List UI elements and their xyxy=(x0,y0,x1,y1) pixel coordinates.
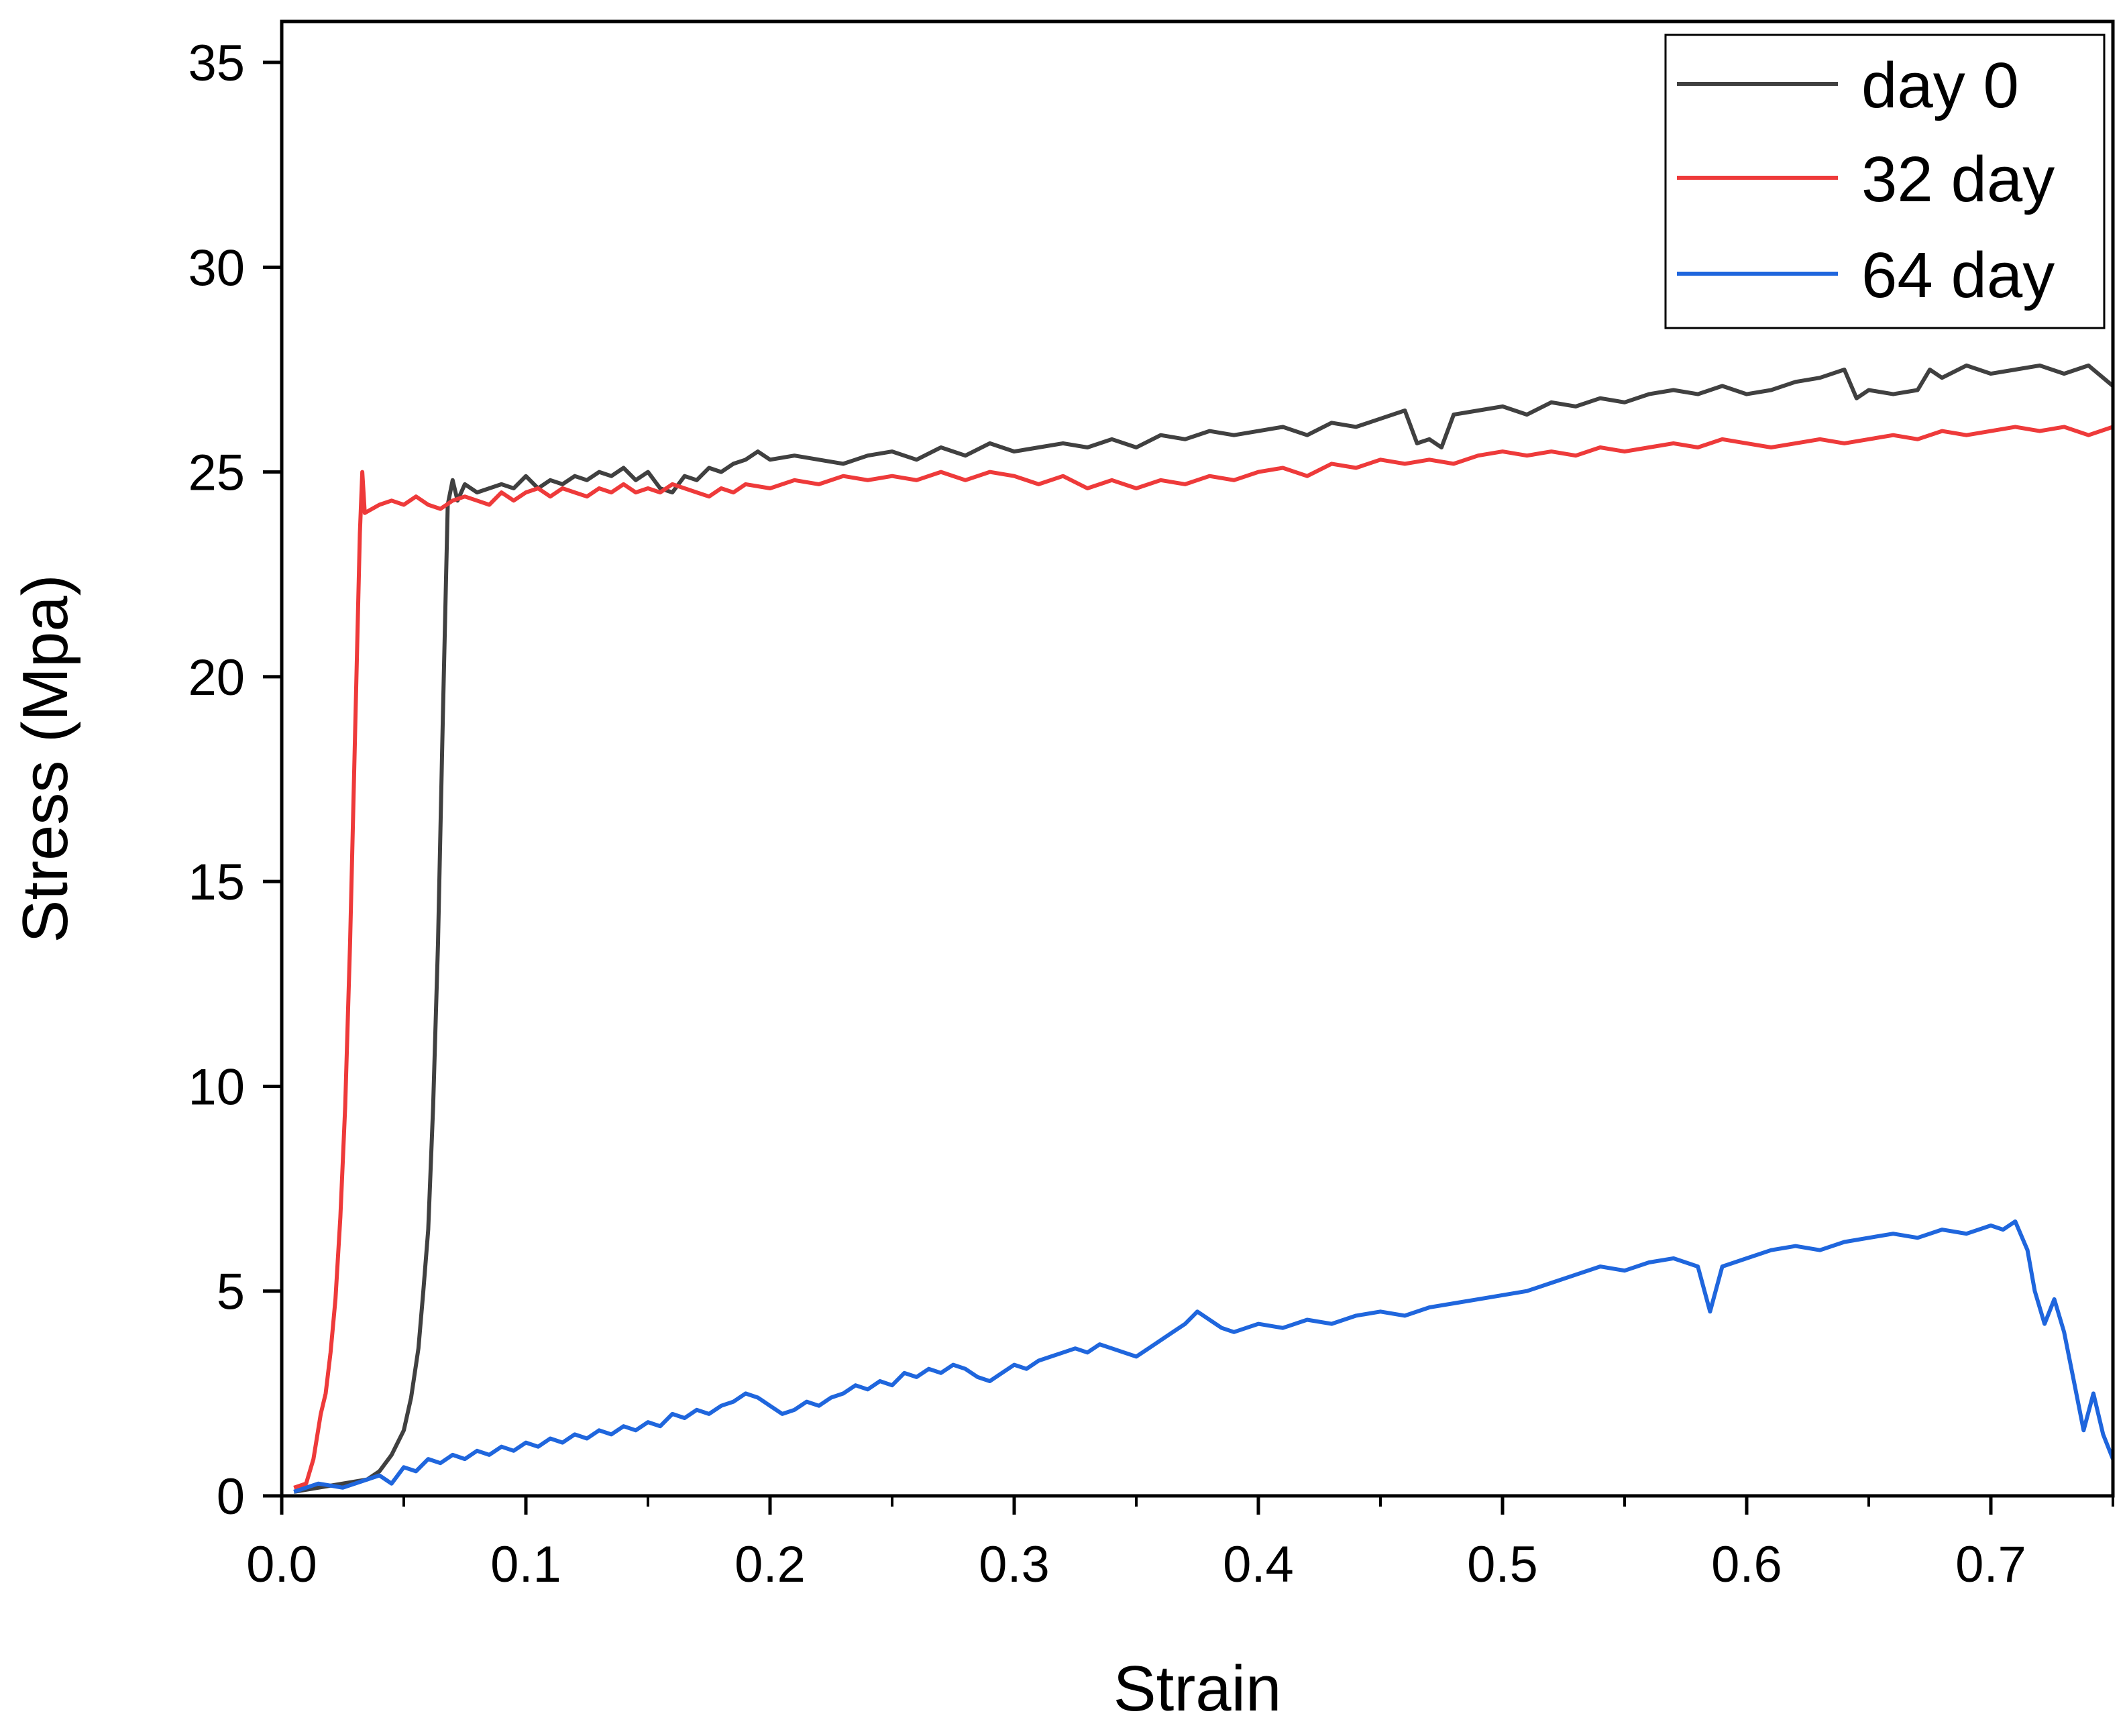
y-axis-ticks: 0 5 10 15 20 25 30 35 xyxy=(188,35,282,1525)
series-layer xyxy=(293,363,2113,1494)
x-tick-label: 0.1 xyxy=(490,1536,561,1593)
x-tick-label: 0.4 xyxy=(1223,1536,1294,1593)
series-line-day-0 xyxy=(293,363,2113,1494)
x-axis-title: Strain xyxy=(1113,1653,1282,1725)
y-axis-title: Stress (Mpa) xyxy=(9,574,81,942)
series-line-32-day xyxy=(293,425,2113,1490)
y-tick-label: 15 xyxy=(188,854,245,911)
x-tick-label: 0.5 xyxy=(1467,1536,1538,1593)
y-tick-label: 5 xyxy=(217,1264,245,1321)
series-line-64-day xyxy=(293,1219,2113,1494)
legend: day 0 32 day 64 day xyxy=(1664,34,2106,329)
x-tick-label: 0.0 xyxy=(246,1536,317,1593)
x-tick-label: 0.3 xyxy=(979,1536,1050,1593)
y-tick-label: 30 xyxy=(188,239,245,296)
legend-label-64-day: 64 day xyxy=(1861,239,2055,311)
x-tick-label: 0.6 xyxy=(1711,1536,1782,1593)
legend-label-32-day: 32 day xyxy=(1861,144,2055,215)
x-axis-ticks: 0.0 0.1 0.2 0.3 0.4 0.5 0.6 0.7 xyxy=(246,1496,2114,1593)
y-tick-label: 0 xyxy=(217,1468,245,1525)
legend-label-day-0: day 0 xyxy=(1861,50,2019,121)
y-tick-label: 35 xyxy=(188,35,245,92)
y-tick-label: 25 xyxy=(188,445,245,502)
x-tick-label: 0.2 xyxy=(734,1536,806,1593)
y-tick-label: 20 xyxy=(188,649,245,706)
x-tick-label: 0.7 xyxy=(1955,1536,2026,1593)
y-tick-label: 10 xyxy=(188,1059,245,1116)
plot-frame xyxy=(280,19,2115,1498)
